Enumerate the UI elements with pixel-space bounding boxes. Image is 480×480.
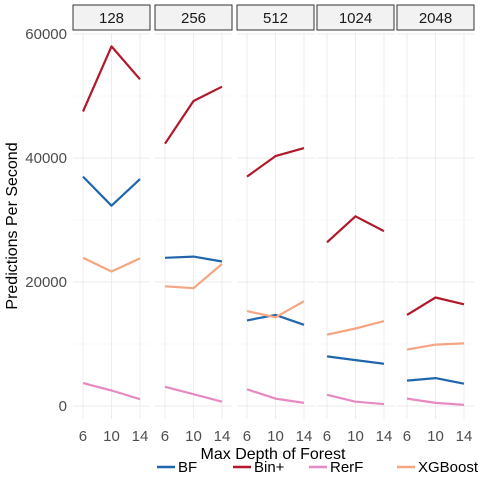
- y-tick-label: 0: [59, 398, 67, 415]
- facet-strip: [316, 4, 395, 31]
- x-tick-label: 6: [79, 428, 87, 445]
- facet-strip-label: 1024: [339, 10, 372, 27]
- series-line-bf: [326, 355, 385, 365]
- facet-panel-256: 256 6 10 14: [154, 4, 233, 445]
- legend-label: RerF: [330, 459, 363, 476]
- series-line-bin-: [326, 215, 385, 244]
- x-tick-label: 14: [132, 428, 149, 445]
- series-line-xgboost: [164, 263, 223, 290]
- series-line-bf: [246, 313, 305, 326]
- x-tick-label: 14: [456, 428, 473, 445]
- series-line-bf: [164, 255, 223, 263]
- facet-panel-128: 128 6 10 14: [72, 4, 151, 445]
- series-line-rerf: [326, 393, 385, 406]
- x-tick-label: 10: [267, 428, 284, 445]
- x-tick-label: 6: [403, 428, 411, 445]
- series-line-xgboost: [326, 320, 385, 336]
- facet-strip: [236, 4, 315, 31]
- series-line-rerf: [164, 385, 223, 403]
- facet-strip-label: 128: [99, 10, 124, 27]
- x-axis-title: Max Depth of Forest: [201, 446, 347, 463]
- y-axis: 0 20000 40000 60000: [25, 26, 67, 415]
- series-line-xgboost: [406, 342, 465, 351]
- series-line-bin-: [164, 85, 223, 145]
- x-tick-label: 6: [323, 428, 331, 445]
- x-tick-label: 10: [427, 428, 444, 445]
- series-line-rerf: [246, 388, 305, 404]
- facet-strip: [396, 4, 475, 31]
- series-line-bf: [82, 175, 141, 207]
- facet-panel-1024: 1024 6 10 14: [316, 4, 395, 445]
- legend-label: Bin+: [254, 459, 285, 476]
- x-tick-label: 14: [296, 428, 313, 445]
- legend: BF Bin+ RerF XGBoost: [157, 459, 479, 476]
- facet-strip: [72, 4, 151, 31]
- x-tick-label: 14: [376, 428, 393, 445]
- legend-item-bf: BF: [157, 459, 197, 476]
- x-tick-label: 14: [214, 428, 231, 445]
- legend-label: XGBoost: [418, 459, 479, 476]
- x-tick-label: 10: [185, 428, 202, 445]
- series-line-xgboost: [246, 300, 305, 319]
- facet-strip-label: 256: [181, 10, 206, 27]
- legend-item-rerf: RerF: [309, 459, 363, 476]
- facet-strip-label: 512: [263, 10, 288, 27]
- series-line-xgboost: [82, 256, 141, 273]
- series-line-bf: [406, 377, 465, 385]
- x-tick-label: 6: [243, 428, 251, 445]
- x-tick-label: 10: [103, 428, 120, 445]
- facet-strip: [154, 4, 233, 31]
- series-line-bin-: [246, 147, 305, 178]
- series-line-rerf: [82, 382, 141, 401]
- y-tick-label: 40000: [25, 150, 67, 167]
- x-tick-label: 10: [347, 428, 364, 445]
- x-tick-label: 6: [161, 428, 169, 445]
- facet-panel-2048: 2048 6 10 14: [396, 4, 475, 445]
- legend-label: BF: [178, 459, 197, 476]
- y-tick-label: 60000: [25, 26, 67, 43]
- series-line-bin-: [406, 296, 465, 316]
- y-axis-title: Predictions Per Second: [4, 142, 21, 309]
- series-line-bin-: [81, 45, 141, 112]
- facet-strip-label: 2048: [419, 10, 452, 27]
- legend-item-bin-: Bin+: [233, 459, 285, 476]
- series-line-rerf: [406, 397, 465, 406]
- y-tick-label: 20000: [25, 274, 67, 291]
- legend-item-xgboost: XGBoost: [397, 459, 479, 476]
- facet-panel-512: 512 6 10 14: [236, 4, 315, 445]
